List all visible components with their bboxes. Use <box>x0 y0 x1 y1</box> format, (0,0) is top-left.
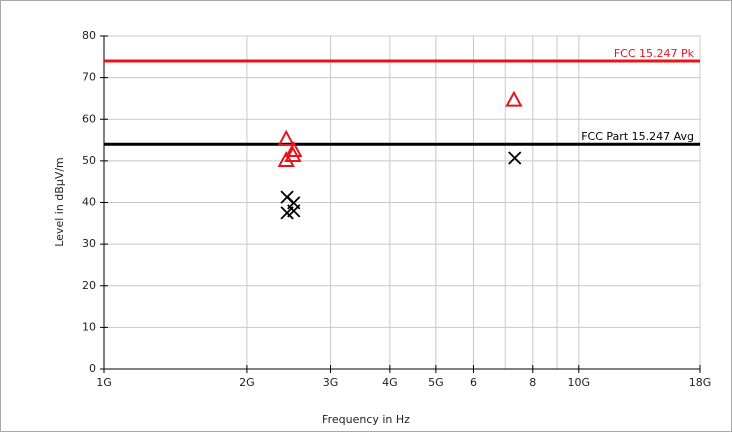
y-tick-label: 0 <box>89 362 96 375</box>
x-axis-label: Frequency in Hz <box>322 413 410 426</box>
peak-marker <box>277 129 295 146</box>
x-tick-label: 18G <box>689 376 712 389</box>
peak-marker <box>285 140 303 158</box>
x-tick-label: 4G <box>382 376 398 389</box>
y-tick-label: 30 <box>82 237 96 250</box>
avg-marker <box>508 151 522 165</box>
x-tick-label: 8 <box>529 376 536 389</box>
x-tick-label: 6 <box>470 376 477 389</box>
limit-label: FCC Part 15.247 Avg <box>581 130 694 143</box>
peak-marker <box>277 150 295 168</box>
x-tick-label: 1G <box>96 376 112 389</box>
peak-marker <box>284 145 302 163</box>
y-tick-label: 80 <box>82 29 96 42</box>
y-tick-label: 50 <box>82 154 96 167</box>
limit-label: FCC 15.247 Pk <box>614 47 695 60</box>
x-tick-label: 2G <box>239 376 255 389</box>
y-tick-label: 20 <box>82 279 96 292</box>
x-tick-label: 5G <box>428 376 444 389</box>
x-tick-label: 10G <box>568 376 591 389</box>
y-tick-label: 40 <box>82 196 96 209</box>
avg-marker <box>287 204 301 218</box>
y-tick-label: 70 <box>82 71 96 84</box>
y-tick-label: 60 <box>82 112 96 125</box>
y-axis-label: Level in dBµV/m <box>53 157 66 247</box>
y-tick-label: 10 <box>82 320 96 333</box>
peak-marker <box>505 90 523 107</box>
x-tick-label: 3G <box>323 376 339 389</box>
